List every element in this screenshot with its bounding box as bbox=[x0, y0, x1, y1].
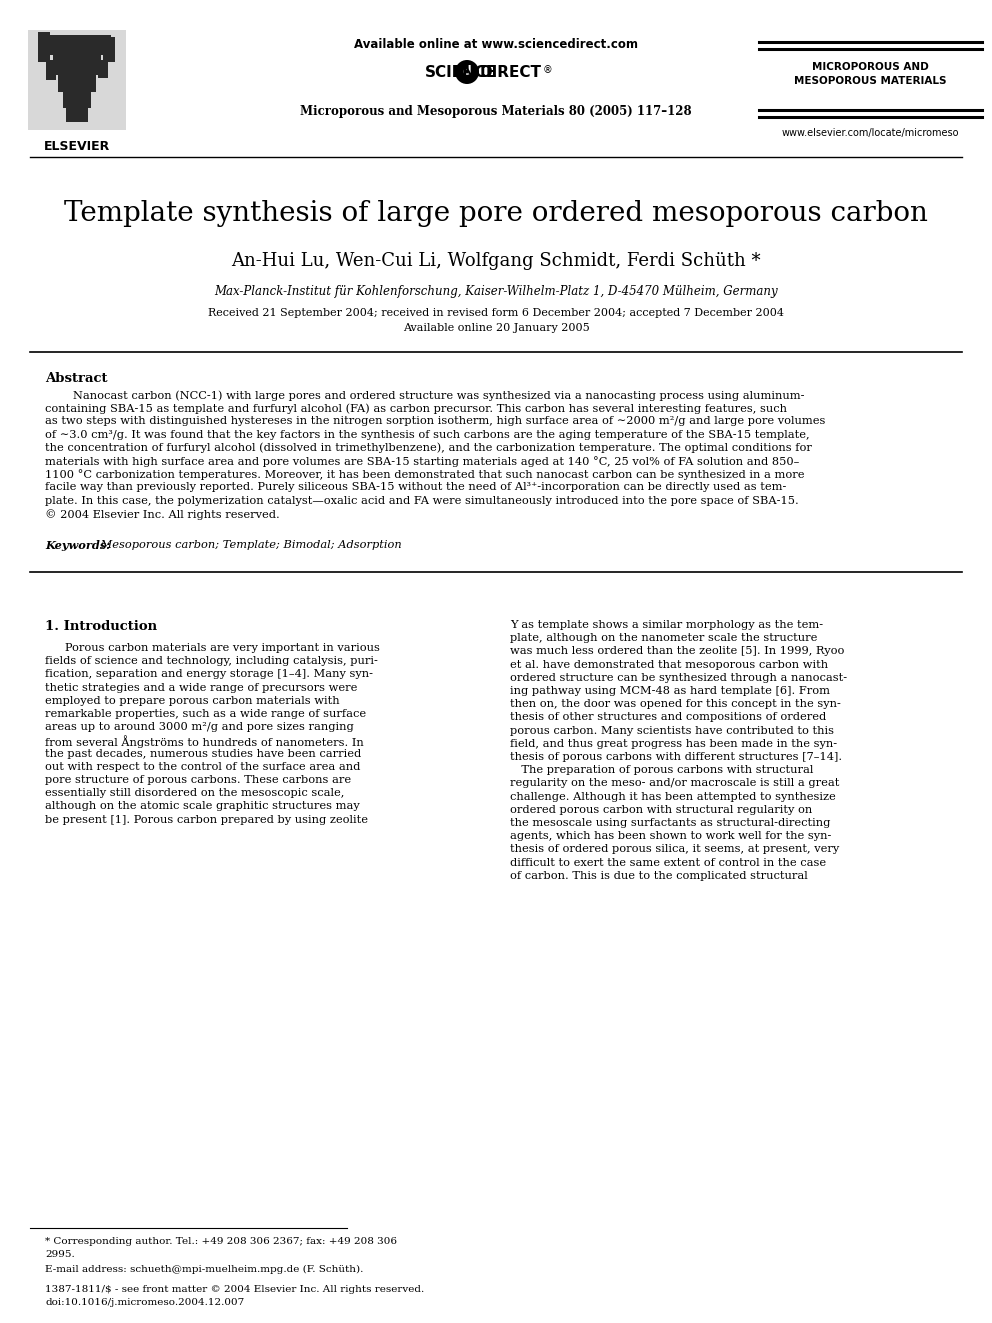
Text: Received 21 September 2004; received in revised form 6 December 2004; accepted 7: Received 21 September 2004; received in … bbox=[208, 308, 784, 318]
Text: plate. In this case, the polymerization catalyst—oxalic acid and FA were simulta: plate. In this case, the polymerization … bbox=[45, 496, 799, 505]
Bar bbox=[63, 93, 91, 108]
Text: agents, which has been shown to work well for the syn-: agents, which has been shown to work wel… bbox=[510, 831, 831, 841]
Text: the mesoscale using surfactants as structural-directing: the mesoscale using surfactants as struc… bbox=[510, 818, 830, 828]
Text: difficult to exert the same extent of control in the case: difficult to exert the same extent of co… bbox=[510, 857, 826, 868]
Text: be present [1]. Porous carbon prepared by using zeolite: be present [1]. Porous carbon prepared b… bbox=[45, 815, 368, 824]
Text: SCIENCE: SCIENCE bbox=[425, 65, 497, 79]
Text: containing SBA-15 as template and furfuryl alcohol (FA) as carbon precursor. Thi: containing SBA-15 as template and furfur… bbox=[45, 404, 787, 414]
Bar bbox=[46, 60, 56, 79]
Text: Nanocast carbon (NCC-1) with large pores and ordered structure was synthesized v: Nanocast carbon (NCC-1) with large pores… bbox=[73, 390, 805, 401]
Text: * Corresponding author. Tel.: +49 208 306 2367; fax: +49 208 306: * Corresponding author. Tel.: +49 208 30… bbox=[45, 1237, 397, 1246]
Text: thesis of porous carbons with different structures [7–14].: thesis of porous carbons with different … bbox=[510, 751, 842, 762]
Text: regularity on the meso- and/or macroscale is still a great: regularity on the meso- and/or macroscal… bbox=[510, 778, 839, 789]
Text: Max-Planck-Institut für Kohlenforschung, Kaiser-Wilhelm-Platz 1, D-45470 Mülheim: Max-Planck-Institut für Kohlenforschung,… bbox=[214, 284, 778, 298]
Text: E-mail address: schueth@mpi-muelheim.mpg.de (F. Schüth).: E-mail address: schueth@mpi-muelheim.mpg… bbox=[45, 1265, 363, 1274]
Text: out with respect to the control of the surface area and: out with respect to the control of the s… bbox=[45, 762, 360, 771]
Text: ®: ® bbox=[543, 65, 553, 75]
Text: et al. have demonstrated that mesoporous carbon with: et al. have demonstrated that mesoporous… bbox=[510, 660, 828, 669]
Text: thetic strategies and a wide range of precursors were: thetic strategies and a wide range of pr… bbox=[45, 683, 357, 693]
Text: the past decades, numerous studies have been carried: the past decades, numerous studies have … bbox=[45, 749, 361, 758]
Text: Porous carbon materials are very important in various: Porous carbon materials are very importa… bbox=[65, 643, 380, 654]
Text: although on the atomic scale graphitic structures may: although on the atomic scale graphitic s… bbox=[45, 802, 360, 811]
Text: ing pathway using MCM-48 as hard template [6]. From: ing pathway using MCM-48 as hard templat… bbox=[510, 687, 830, 696]
Text: challenge. Although it has been attempted to synthesize: challenge. Although it has been attempte… bbox=[510, 791, 835, 802]
Text: the concentration of furfuryl alcohol (dissolved in trimethylbenzene), and the c: the concentration of furfuryl alcohol (d… bbox=[45, 443, 811, 454]
Text: ordered structure can be synthesized through a nanocast-: ordered structure can be synthesized thr… bbox=[510, 673, 847, 683]
Text: Keywords:: Keywords: bbox=[45, 540, 110, 550]
Text: DIRECT: DIRECT bbox=[480, 65, 542, 79]
Text: facile way than previously reported. Purely siliceous SBA-15 without the need of: facile way than previously reported. Pur… bbox=[45, 483, 787, 492]
Text: essentially still disordered on the mesoscopic scale,: essentially still disordered on the meso… bbox=[45, 789, 344, 798]
Text: Abstract: Abstract bbox=[45, 372, 107, 385]
Text: doi:10.1016/j.micromeso.2004.12.007: doi:10.1016/j.micromeso.2004.12.007 bbox=[45, 1298, 244, 1307]
Text: 1387-1811/$ - see front matter © 2004 Elsevier Inc. All rights reserved.: 1387-1811/$ - see front matter © 2004 El… bbox=[45, 1285, 425, 1294]
Text: from several Ångströms to hundreds of nanometers. In: from several Ångströms to hundreds of na… bbox=[45, 736, 364, 749]
Text: thesis of ordered porous silica, it seems, at present, very: thesis of ordered porous silica, it seem… bbox=[510, 844, 839, 855]
Bar bbox=[58, 74, 96, 93]
Bar bbox=[38, 32, 50, 62]
Text: of carbon. This is due to the complicated structural: of carbon. This is due to the complicate… bbox=[510, 871, 807, 881]
Text: ordered porous carbon with structural regularity on: ordered porous carbon with structural re… bbox=[510, 804, 812, 815]
Bar bbox=[98, 60, 108, 78]
Text: d: d bbox=[462, 65, 471, 78]
Text: fication, separation and energy storage [1–4]. Many syn-: fication, separation and energy storage … bbox=[45, 669, 373, 680]
Text: 2995.: 2995. bbox=[45, 1250, 74, 1259]
Bar bbox=[43, 34, 111, 56]
Text: Y as template shows a similar morphology as the tem-: Y as template shows a similar morphology… bbox=[510, 620, 823, 630]
Text: Available online at www.sciencedirect.com: Available online at www.sciencedirect.co… bbox=[354, 38, 638, 52]
Text: 1. Introduction: 1. Introduction bbox=[45, 620, 157, 632]
Text: © 2004 Elsevier Inc. All rights reserved.: © 2004 Elsevier Inc. All rights reserved… bbox=[45, 509, 280, 520]
Text: porous carbon. Many scientists have contributed to this: porous carbon. Many scientists have cont… bbox=[510, 725, 834, 736]
Text: www.elsevier.com/locate/micromeso: www.elsevier.com/locate/micromeso bbox=[782, 128, 958, 138]
Text: fields of science and technology, including catalysis, puri-: fields of science and technology, includ… bbox=[45, 656, 378, 667]
Text: remarkable properties, such as a wide range of surface: remarkable properties, such as a wide ra… bbox=[45, 709, 366, 718]
Text: plate, although on the nanometer scale the structure: plate, although on the nanometer scale t… bbox=[510, 634, 817, 643]
Text: Available online 20 January 2005: Available online 20 January 2005 bbox=[403, 323, 589, 333]
Text: Microporous and Mesoporous Materials 80 (2005) 117–128: Microporous and Mesoporous Materials 80 … bbox=[301, 105, 691, 118]
Text: MICROPOROUS AND
MESOPOROUS MATERIALS: MICROPOROUS AND MESOPOROUS MATERIALS bbox=[794, 62, 946, 86]
Text: field, and thus great progress has been made in the syn-: field, and thus great progress has been … bbox=[510, 738, 837, 749]
Text: pore structure of porous carbons. These carbons are: pore structure of porous carbons. These … bbox=[45, 775, 351, 785]
Circle shape bbox=[455, 60, 479, 83]
Text: Mesoporous carbon; Template; Bimodal; Adsorption: Mesoporous carbon; Template; Bimodal; Ad… bbox=[97, 540, 402, 550]
Bar bbox=[66, 107, 88, 122]
Text: then on, the door was opened for this concept in the syn-: then on, the door was opened for this co… bbox=[510, 699, 841, 709]
Text: The preparation of porous carbons with structural: The preparation of porous carbons with s… bbox=[510, 765, 813, 775]
Text: An-Hui Lu, Wen-Cui Li, Wolfgang Schmidt, Ferdi Schüth *: An-Hui Lu, Wen-Cui Li, Wolfgang Schmidt,… bbox=[231, 251, 761, 270]
Bar bbox=[103, 37, 115, 62]
Text: ELSEVIER: ELSEVIER bbox=[44, 140, 110, 153]
Text: thesis of other structures and compositions of ordered: thesis of other structures and compositi… bbox=[510, 712, 826, 722]
Text: Template synthesis of large pore ordered mesoporous carbon: Template synthesis of large pore ordered… bbox=[64, 200, 928, 228]
Text: 1100 °C carbonization temperatures. Moreover, it has been demonstrated that such: 1100 °C carbonization temperatures. More… bbox=[45, 470, 805, 480]
Bar bbox=[53, 53, 101, 75]
Bar bbox=[28, 30, 126, 130]
Text: areas up to around 3000 m²/g and pore sizes ranging: areas up to around 3000 m²/g and pore si… bbox=[45, 722, 354, 732]
Text: of ∼3.0 cm³/g. It was found that the key factors in the synthesis of such carbon: of ∼3.0 cm³/g. It was found that the key… bbox=[45, 430, 809, 439]
Text: materials with high surface area and pore volumes are SBA-15 starting materials : materials with high surface area and por… bbox=[45, 456, 800, 467]
Text: was much less ordered than the zeolite [5]. In 1999, Ryoo: was much less ordered than the zeolite [… bbox=[510, 647, 844, 656]
Text: as two steps with distinguished hystereses in the nitrogen sorption isotherm, hi: as two steps with distinguished hysteres… bbox=[45, 417, 825, 426]
Text: employed to prepare porous carbon materials with: employed to prepare porous carbon materi… bbox=[45, 696, 339, 705]
